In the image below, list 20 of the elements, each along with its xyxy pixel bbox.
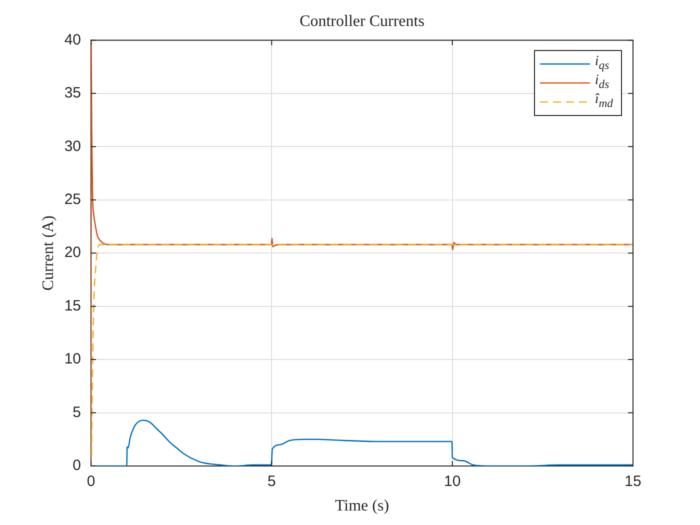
x-tick-label: 0 xyxy=(86,473,96,490)
legend-label: i$_{ds}$ xyxy=(594,73,610,92)
x-tick-label: 15 xyxy=(624,473,642,490)
y-tick-label: 35 xyxy=(64,84,81,102)
y-tick-label: 15 xyxy=(64,297,81,314)
y-tick-label: 5 xyxy=(72,404,81,421)
y-tick-label: 30 xyxy=(64,138,81,155)
x-tick-label: 10 xyxy=(444,473,461,490)
y-tick-label: 40 xyxy=(64,31,81,48)
x-axis-title: Time (s) xyxy=(334,498,390,515)
y-tick-label: 20 xyxy=(64,244,81,262)
y-tick-label: 0 xyxy=(72,457,81,474)
y-tick-label: 10 xyxy=(64,350,81,368)
legend-label: i$_{qs}$ xyxy=(594,54,610,74)
chart-title: Controller Currents xyxy=(300,12,424,30)
line-series xyxy=(91,244,633,456)
legend-label: î$_{md}$ xyxy=(594,92,613,112)
y-tick-label: 25 xyxy=(64,191,81,208)
y-axis-title: Current (A) xyxy=(40,216,57,291)
x-tick-label: 5 xyxy=(267,473,276,490)
